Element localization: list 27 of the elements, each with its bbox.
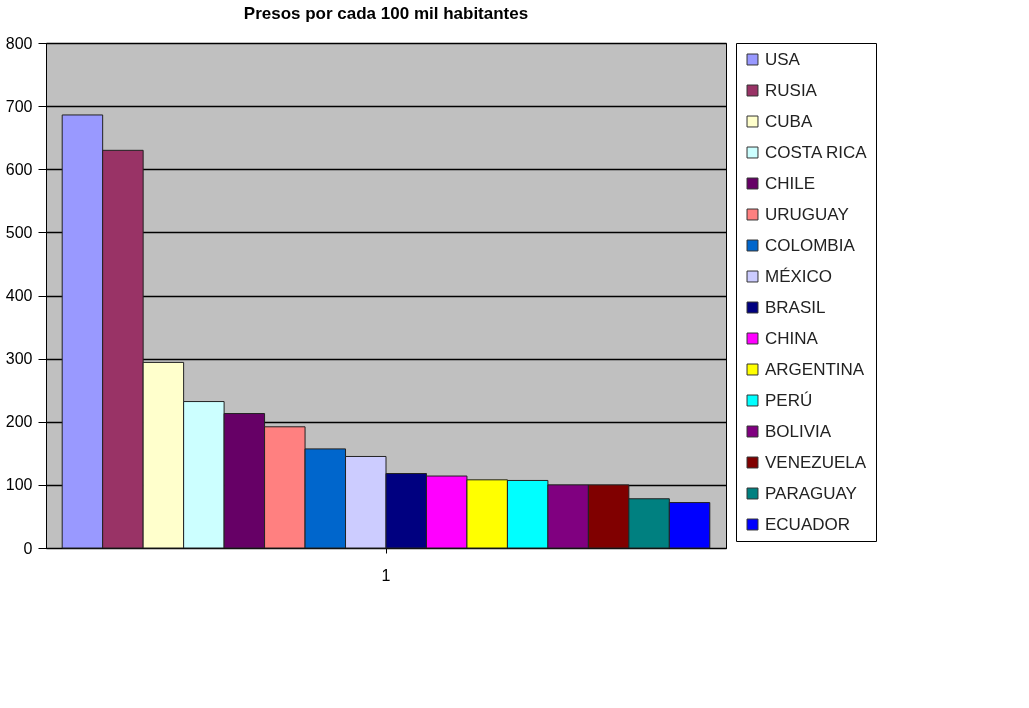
legend-label: PARAGUAY [765, 483, 857, 503]
y-tick-label: 200 [5, 413, 33, 431]
legend-label: USA [765, 49, 801, 69]
legend-label: VENEZUELA [765, 452, 867, 472]
legend-label: CUBA [765, 111, 813, 131]
legend-label: BOLIVIA [765, 421, 832, 441]
legend-label: ARGENTINA [765, 359, 865, 379]
legend-label: CHINA [765, 328, 819, 348]
legend-label: COSTA RICA [765, 142, 868, 162]
legend-label: COLOMBIA [765, 235, 856, 255]
legend-label: RUSIA [765, 80, 818, 100]
y-tick-label: 800 [5, 34, 33, 52]
chart-title: Presos por cada 100 mil habitantes [243, 4, 529, 23]
x-tick-label: 1 [381, 566, 391, 584]
legend-label: CHILE [765, 173, 816, 193]
legend-label: PERÚ [765, 390, 813, 410]
y-tick-label: 600 [5, 160, 33, 178]
y-tick-label: 100 [5, 476, 33, 494]
legend-label: ECUADOR [765, 514, 851, 534]
y-tick-label: 0 [23, 539, 33, 557]
y-tick-label: 300 [5, 350, 33, 368]
legend-label: URUGUAY [765, 204, 849, 224]
legend-label: BRASIL [765, 297, 826, 317]
y-tick-label: 400 [5, 287, 33, 304]
y-tick-label: 500 [5, 223, 33, 241]
legend-label: MÉXICO [765, 266, 833, 286]
y-tick-label: 700 [5, 97, 33, 115]
